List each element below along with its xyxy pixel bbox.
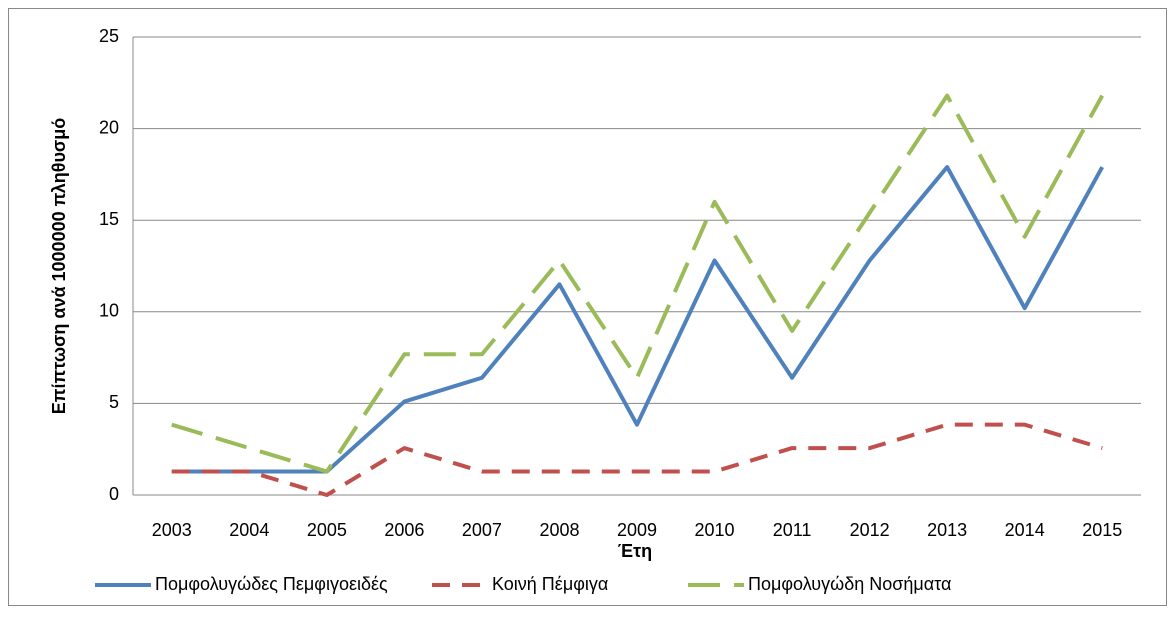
line-series (171, 422, 1103, 497)
chart-frame (8, 8, 1167, 606)
y-tick-label: 25 (99, 26, 119, 46)
x-tick-label: 2009 (617, 520, 657, 540)
x-axis-title: Έτη (618, 541, 652, 561)
x-tick-label: 2003 (152, 520, 192, 540)
x-tick-label: 2012 (850, 520, 890, 540)
x-tick-label: 2008 (539, 520, 579, 540)
y-axis-title: Επίπτωση ανά 1000000 πληθυσμό (49, 118, 69, 414)
y-tick-label: 0 (109, 484, 119, 504)
x-tick-label: 2010 (695, 520, 735, 540)
x-tick-label: 2011 (773, 520, 812, 540)
x-tick-label: 2015 (1082, 520, 1122, 540)
y-tick-label: 10 (99, 301, 119, 321)
legend-label: Πομφολυγώδη Νοσήματα (748, 574, 951, 594)
line-series (171, 93, 1104, 474)
x-tick-label: 2013 (927, 520, 967, 540)
y-tick-label: 20 (99, 117, 119, 137)
x-tick-label: 2007 (462, 520, 502, 540)
x-tick-label: 2006 (384, 520, 424, 540)
x-tick-label: 2004 (229, 520, 269, 540)
y-tick-label: 5 (109, 392, 119, 412)
x-tick-label: 2005 (307, 520, 347, 540)
y-tick-label: 15 (99, 209, 119, 229)
x-tick-label: 2014 (1005, 520, 1045, 540)
legend-label: Κοινή Πέμφιγα (492, 574, 608, 594)
legend-label: Πομφολυγώδες Πεμφιγοειδές (155, 574, 388, 594)
